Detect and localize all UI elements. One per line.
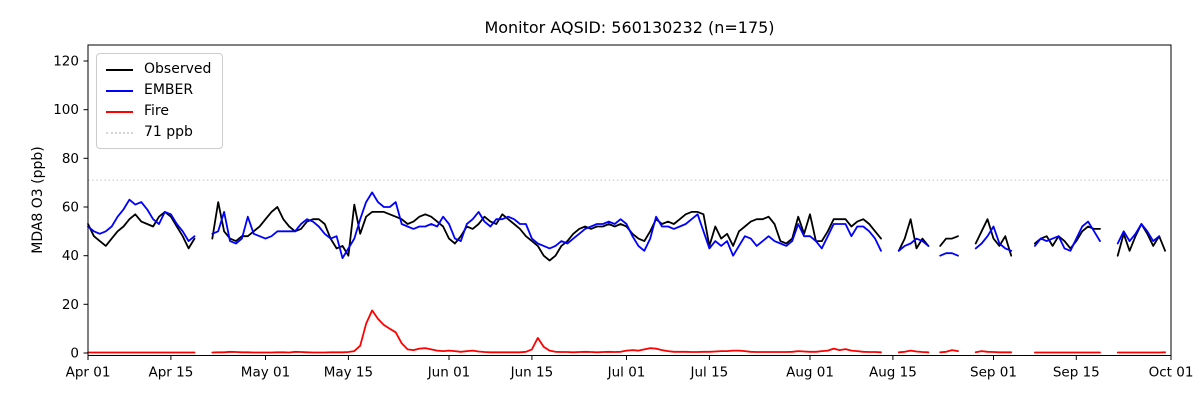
x-tick-label: Apr 15 — [148, 365, 193, 381]
legend-item: 71 ppb — [106, 125, 211, 140]
legend-item: Observed — [106, 62, 211, 77]
x-tick-label: Jun 15 — [510, 365, 554, 381]
x-tick-label: May 01 — [241, 365, 290, 381]
plot-border — [87, 44, 1172, 356]
x-tick-label: May 15 — [324, 365, 373, 381]
legend-item: EMBER — [106, 83, 211, 98]
x-tick-label: Apr 01 — [66, 365, 111, 381]
y-tick-label: 80 — [62, 151, 79, 167]
legend-item: Fire — [106, 104, 211, 119]
legend-label: EMBER — [144, 82, 194, 98]
series-line-ember — [87, 191, 1161, 259]
legend-label: Fire — [144, 103, 169, 119]
legend-line-swatch — [106, 110, 133, 113]
legend-line-swatch — [106, 68, 133, 71]
legend-label: 71 ppb — [144, 124, 193, 140]
y-tick-label: 0 — [70, 346, 79, 362]
x-tick-label: Jun 01 — [427, 365, 471, 381]
series-line-fire — [87, 309, 1166, 354]
series-line-observed — [87, 201, 1166, 262]
x-tick-label: Jul 01 — [607, 365, 646, 381]
x-tick-label: Oct 01 — [1149, 365, 1194, 381]
y-tick-label: 60 — [62, 200, 79, 216]
legend: Observed EMBER Fire 71 ppb — [96, 53, 224, 149]
chart-title: Monitor AQSID: 560130232 (n=175) — [484, 18, 775, 37]
x-tick-label: Aug 15 — [869, 365, 917, 381]
legend-label: Observed — [144, 61, 212, 77]
legend-line-swatch — [106, 89, 133, 92]
y-tick-label: 120 — [53, 54, 79, 70]
y-tick-label: 100 — [53, 102, 79, 118]
x-tick-label: Sep 15 — [1053, 365, 1100, 381]
y-tick-label: 40 — [62, 248, 79, 264]
y-tick-label: 20 — [62, 297, 79, 313]
x-tick-label: Aug 01 — [786, 365, 834, 381]
x-tick-label: Jul 15 — [690, 365, 729, 381]
x-tick-label: Sep 01 — [970, 365, 1017, 381]
y-axis-label: MDA8 O3 (ppb) — [30, 146, 46, 254]
legend-line-swatch — [106, 131, 133, 134]
